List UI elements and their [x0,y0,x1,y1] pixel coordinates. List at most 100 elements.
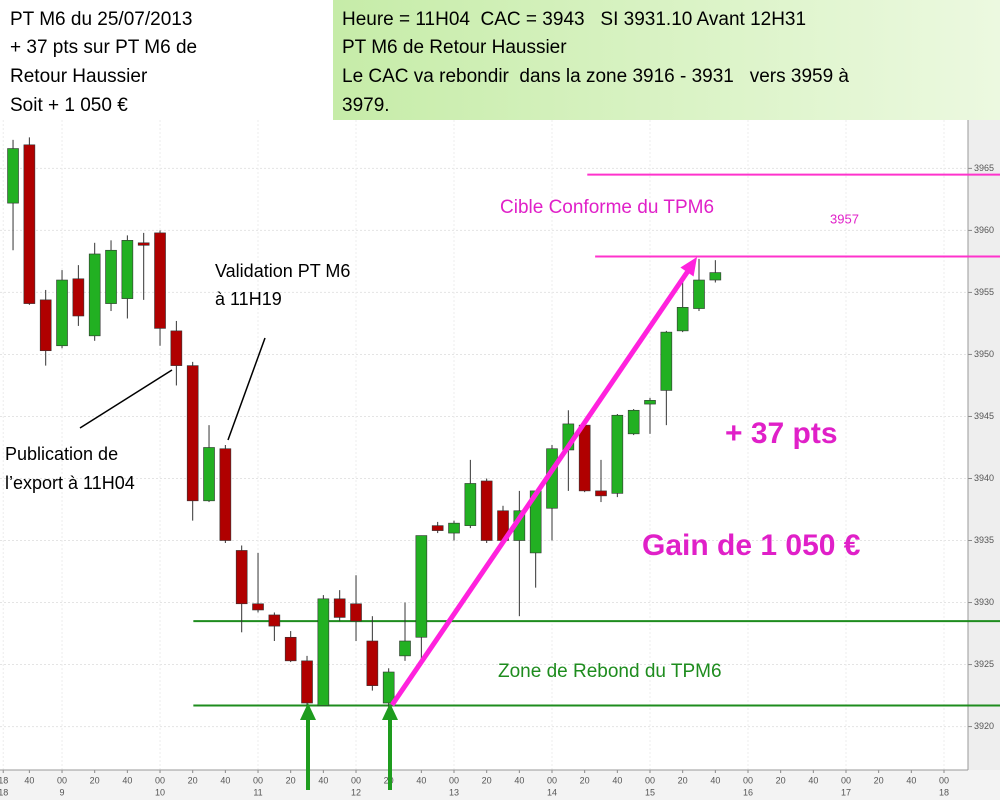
candle-body [611,414,624,494]
y-tick-label: 3935 [974,535,994,545]
x-tick-label: 20 [482,775,492,785]
annotation: l’export à 11H04 [5,473,135,493]
x-tick-label: 00 [155,775,165,785]
x-tick-label: 40 [24,775,34,785]
x-tick-label: 20 [188,775,198,785]
x-tick-label: 20 [286,775,296,785]
candle-body [366,640,379,686]
annotation: Zone de Rebond du TPM6 [498,661,722,682]
x-hour-label: 14 [547,787,557,797]
header-right: PT M6 de Retour Haussier [342,37,567,58]
candle-body [235,550,248,605]
signal-arrow-head [300,703,316,720]
candle-body [252,603,264,611]
x-tick-label: 00 [743,775,753,785]
x-tick-label: 40 [220,775,230,785]
candle-body [578,424,591,492]
candle-body [137,242,150,246]
header-left: + 37 pts sur PT M6 de [10,37,197,58]
y-tick-label: 3965 [974,163,994,173]
x-axis-band [0,770,1000,800]
candle-body [317,598,330,706]
header-right: Heure = 11H04 CAC = 3943 SI 3931.10 Avan… [342,9,806,30]
x-tick-label: 18 [0,775,8,785]
x-tick-label: 40 [318,775,328,785]
candle-body [415,535,428,638]
x-tick-label: 00 [645,775,655,785]
x-hour-label: 9 [60,787,65,797]
x-tick-label: 00 [351,775,361,785]
header-right: 3979. [342,95,390,116]
candle-body [268,614,281,627]
candle-body [72,278,85,317]
x-tick-label: 00 [841,775,851,785]
x-hour-label: 18 [939,787,949,797]
candle-body [301,660,313,704]
annotation: Cible Conforme du TPM6 [500,197,714,218]
y-tick-label: 3950 [974,349,994,359]
candle-body [154,232,166,329]
candle-body [644,400,656,405]
x-hour-label: 13 [449,787,459,797]
x-tick-label: 20 [874,775,884,785]
candle-body [382,671,395,704]
x-tick-label: 40 [710,775,720,785]
x-tick-label: 00 [253,775,263,785]
header-left: Soit + 1 050 € [10,95,128,116]
info-box [333,0,1000,120]
trend-arrow-head [680,257,697,277]
annotation: à 11H19 [215,289,282,309]
y-tick-label: 3945 [974,411,994,421]
candle-body [219,448,232,541]
x-tick-label: 20 [678,775,688,785]
candle-body [88,253,101,337]
candle-body [7,148,19,204]
x-hour-label: 18 [0,787,8,797]
trend-arrow [389,269,691,707]
y-tick-label: 3960 [974,225,994,235]
header-right: Le CAC va rebondir dans la zone 3916 - 3… [342,66,849,87]
y-tick-label: 3920 [974,721,994,731]
x-hour-label: 10 [155,787,165,797]
x-hour-label: 16 [743,787,753,797]
x-tick-label: 40 [612,775,622,785]
x-tick-label: 40 [514,775,524,785]
candle-body [350,603,362,622]
annotation: Publication de [5,444,118,464]
candle-body [56,279,68,347]
x-hour-label: 17 [841,787,851,797]
candle-body [480,480,493,541]
annotation: + 37 pts [725,417,838,450]
candle-body [660,331,673,391]
candle-body [627,409,640,435]
x-tick-label: 00 [449,775,459,785]
candle-body [333,598,346,618]
pointer-line [79,369,173,429]
x-tick-label: 40 [122,775,132,785]
x-tick-label: 00 [547,775,557,785]
x-tick-label: 40 [906,775,916,785]
candle-body [448,522,460,534]
x-tick-label: 00 [57,775,67,785]
candle-body [464,483,477,526]
x-hour-label: 12 [351,787,361,797]
candle-body [170,330,183,366]
annotation: Gain de 1 050 € [642,529,861,562]
annotation: 3957 [830,211,859,226]
candle-body [709,272,722,281]
y-tick-label: 3925 [974,659,994,669]
x-tick-label: 20 [90,775,100,785]
candle-body [676,307,689,332]
pointer-line [227,337,266,441]
header-left: Retour Haussier [10,66,148,87]
y-tick-label: 3930 [974,597,994,607]
x-hour-label: 15 [645,787,655,797]
candle-body [693,279,705,309]
y-axis-band [968,120,1000,770]
x-hour-label: 11 [253,787,262,797]
y-tick-label: 3940 [974,473,994,483]
candle-body [399,640,411,657]
y-tick-label: 3955 [974,287,994,297]
